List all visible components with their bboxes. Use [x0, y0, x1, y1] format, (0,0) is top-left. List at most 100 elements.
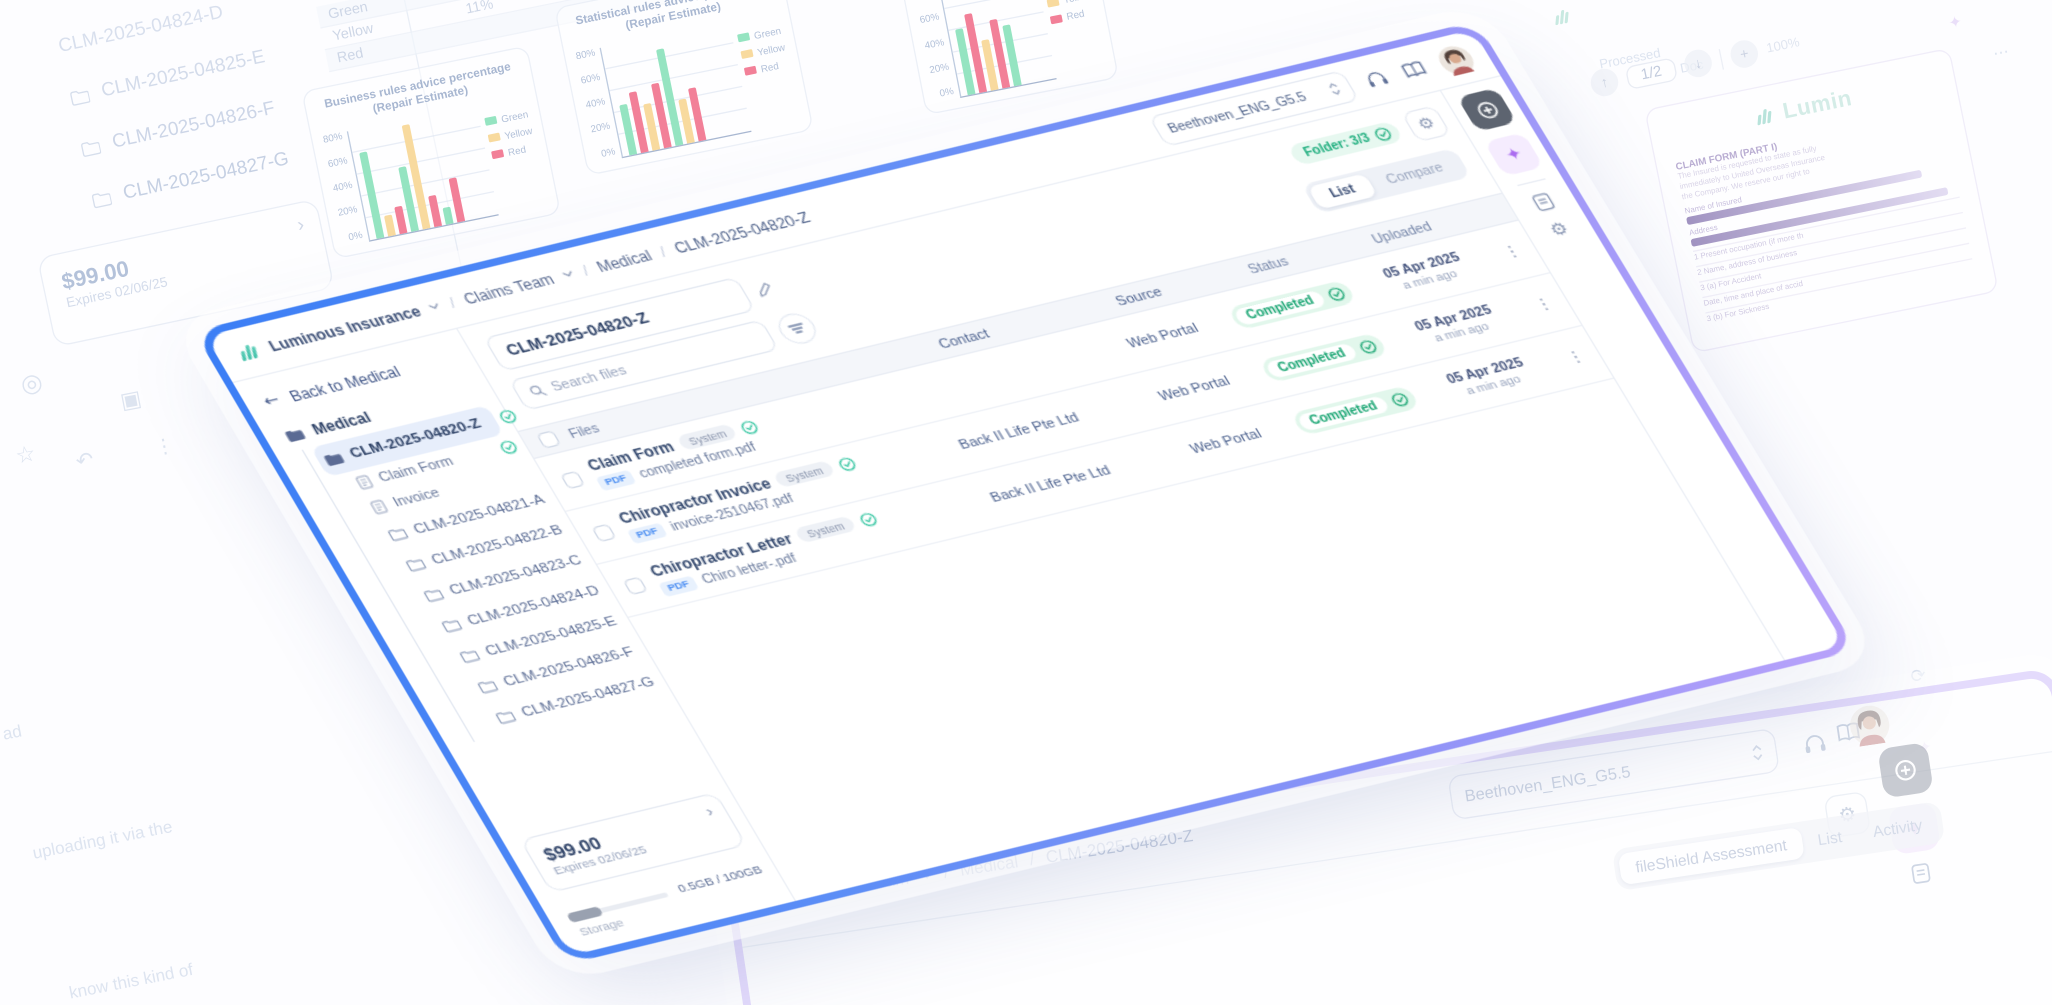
chart-plot — [599, 21, 751, 158]
sparkle-icon: ✦ — [1946, 11, 1964, 33]
bg-chart-statistical-rules: Statistical rules advice percentage (Rep… — [553, 0, 814, 176]
storage-value: 0.5GB / 100GB — [675, 863, 766, 896]
bg-stats-table: Green 9% 37% Yellow 11% Red — [316, 0, 715, 73]
chart-legend: Green Yellow Red — [1040, 0, 1106, 78]
bg-folder-item: CLM-2025-04826-F — [3, 49, 436, 190]
folder-icon — [421, 587, 445, 603]
table-row: Green 9% 37% — [316, 0, 706, 29]
folder-icon — [439, 617, 463, 633]
folder-icon — [457, 648, 481, 664]
headset-icon[interactable] — [1361, 68, 1393, 90]
add-circle-button[interactable] — [1456, 87, 1518, 132]
document-icon — [354, 474, 375, 491]
bg-pager: ↑ 1/2 ↓ + 100% — [1588, 0, 1983, 99]
sidebar-item-claim-selected[interactable]: CLM-2025-04820-Z — [310, 405, 516, 477]
chevron-down-icon — [428, 303, 442, 311]
updown-icon — [1327, 82, 1343, 96]
folder-solid-icon — [320, 450, 346, 468]
bg-text-fragment: Doc — [1679, 58, 1705, 77]
tab-fileshield-assessment: fileShield Assessment — [1617, 827, 1805, 886]
files-table: Files Contact Source Status Uploaded — [518, 192, 1614, 618]
table-row: Yellow 11% — [320, 0, 710, 51]
bg-text-fragment: Processed — [1598, 46, 1662, 73]
card-icon: ▣ — [118, 385, 144, 415]
sidebar-item-medical[interactable]: Medical — [281, 383, 483, 445]
ai-sparkle-button[interactable]: ✦ — [1483, 132, 1545, 177]
main-app-window: Luminous Insurance / Claims Team / Medic… — [193, 20, 1857, 965]
dots-icon: ⋯ — [1991, 41, 2011, 63]
luminous-logo-icon — [231, 340, 266, 364]
headset-icon — [1801, 731, 1829, 757]
breadcrumb-section[interactable]: Medical — [593, 246, 656, 276]
back-arrow-icon: ← — [260, 391, 285, 412]
select-all-checkbox[interactable] — [535, 430, 561, 450]
check-circle-icon — [1371, 126, 1394, 143]
undo-icon: ↶ — [74, 448, 96, 474]
storage-label: Storage — [576, 916, 627, 940]
bg-view-tabs: fileShield Assessment List Activity — [1611, 800, 1946, 892]
tab-activity: Activity — [1871, 815, 1924, 842]
search-files-box[interactable] — [508, 319, 780, 411]
divider — [1516, 178, 1546, 187]
file-type-chip: PDF — [626, 522, 668, 544]
status-badge: Completed — [1289, 385, 1422, 437]
row-menu-kebab[interactable]: ⋮ — [1498, 241, 1526, 263]
updown-icon — [1751, 744, 1764, 761]
book-icon[interactable] — [1398, 59, 1431, 81]
row-menu-kebab[interactable]: ⋮ — [1562, 346, 1590, 368]
storage-fill — [566, 906, 604, 924]
sidebar: ← Back to Medical Medical CLM-2025-04820… — [233, 328, 797, 956]
star-icon: ☆ — [13, 440, 38, 469]
check-circle-icon — [1329, 287, 1346, 301]
bg-text-fragment: know this kind of — [67, 959, 195, 1003]
breadcrumb-team[interactable]: Claims Team — [459, 270, 558, 308]
row-menu-kebab[interactable]: ⋮ — [1530, 293, 1558, 315]
avatar — [1847, 703, 1892, 748]
row-checkbox[interactable] — [621, 576, 648, 595]
check-circle-icon — [835, 455, 858, 472]
chevron-right-icon: › — [295, 213, 307, 237]
check-circle-icon — [496, 408, 519, 425]
chevron-down-icon — [561, 270, 575, 278]
check-circle-icon — [497, 439, 520, 456]
brand-wordmark: Lumin — [1780, 85, 1855, 124]
avatar[interactable] — [1432, 42, 1480, 77]
sidebar-item-claim-form[interactable]: Claim Form — [346, 434, 519, 497]
document-icon — [369, 499, 390, 516]
table-row[interactable]: Chiropractor Invoice System PDF invoice-… — [565, 273, 1582, 565]
folder-icon — [475, 678, 499, 694]
edit-pencil-icon[interactable] — [753, 280, 776, 297]
bg-chart-business-rules: Business rules advice percentage (Repair… — [301, 45, 561, 259]
check-circle-icon — [1389, 391, 1412, 408]
bg-text-fragment: uploading it via the — [30, 816, 174, 863]
status-badge: Completed — [1226, 279, 1358, 331]
bg-right-rail: ✦ — [1877, 741, 1947, 888]
folder-tree: CLM-2025-04820-Z Claim Form Invoice — [301, 405, 660, 743]
folder-icon — [385, 526, 409, 542]
folder-icon — [493, 709, 517, 725]
bg-claim-form-document: Lumin CLAIM FORM (PART I) The Insured is… — [1644, 47, 1999, 354]
page-indicator: 1/2 — [1624, 56, 1679, 90]
chart-plot — [346, 104, 499, 242]
gear-icon[interactable]: ⚙ — [1546, 219, 1573, 241]
page-down-icon: ↓ — [1681, 47, 1715, 80]
sparkle-icon: ✦ — [1916, 737, 1934, 758]
sidebar-item-invoice[interactable]: Invoice — [360, 459, 533, 522]
row-checkbox[interactable] — [590, 523, 616, 542]
zoom-level: 100% — [1765, 35, 1801, 57]
form-title: CLAIM FORM (PART I) — [1674, 140, 1779, 173]
bg-folder-item: CLM-2025-04825-E — [0, 0, 426, 139]
bg-text-fragment: ad — [0, 720, 24, 744]
bg-plan-price: $99.00 — [59, 256, 132, 295]
folder-solid-icon — [281, 426, 307, 444]
file-type-chip: PDF — [657, 574, 700, 597]
table-row[interactable]: Claim Form System PDF completed form.pdf — [534, 220, 1551, 512]
filter-button[interactable] — [771, 309, 823, 347]
clipboard-icon[interactable] — [1528, 191, 1557, 213]
table-row: Red — [324, 0, 715, 73]
row-checkbox[interactable] — [559, 470, 585, 489]
folder-icon — [403, 556, 427, 572]
y-axis-labels: 80%60%40%20%0% — [321, 129, 364, 243]
bg-folder-item: CLM-2025-04827-G — [14, 100, 447, 241]
bg-plan-expiry: Expires 02/06/25 — [64, 274, 170, 312]
